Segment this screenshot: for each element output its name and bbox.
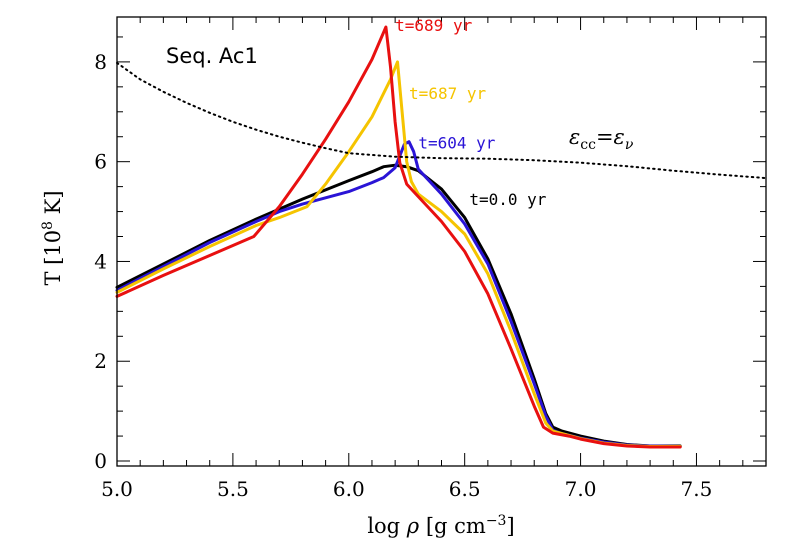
plot-frame: [116, 16, 767, 467]
y-tick-label: 4: [94, 249, 107, 273]
series-label: t=689 yr: [395, 16, 472, 35]
x-axis-label-symbol: ρ: [406, 514, 420, 538]
y-tick-label: 2: [94, 349, 107, 373]
epsilon-cc-sub: cc: [580, 137, 596, 153]
series-layer: [115, 25, 767, 449]
y-tick-label: 0: [94, 449, 107, 473]
series-line-epsilon-boundary: [116, 61, 767, 180]
x-tick-label: 6.0: [333, 477, 365, 501]
x-tick-label: 7.5: [681, 477, 713, 501]
x-axis-label-prefix: log: [367, 514, 406, 538]
chart-title: Seq. Ac1: [166, 44, 258, 68]
x-axis-label: log ρ [g cm−3]: [367, 513, 514, 538]
series-line: [115, 140, 682, 448]
y-axis-label-sup: 8: [40, 221, 56, 230]
series-line: [115, 163, 682, 448]
y-tick-label: 8: [94, 50, 107, 74]
x-tick-label: 5.5: [217, 477, 249, 501]
y-axis-label-suffix: K]: [41, 190, 65, 221]
series-line: [115, 60, 682, 448]
epsilon-nu-sub: ν: [625, 137, 634, 153]
series-label: t=0.0 yr: [469, 190, 546, 209]
epsilon-equality-label: εcc=εν: [569, 125, 634, 153]
equals-sign: =: [596, 125, 614, 149]
axis-ticks: 5.0 5.5 6.0 6.5 7.0 7.5 0 2 4 6 8: [94, 17, 767, 501]
series-line: [115, 25, 682, 449]
y-axis-label-prefix: T [10: [41, 230, 65, 286]
x-tick-label: 6.5: [449, 477, 481, 501]
epsilon-cc: ε: [569, 125, 580, 149]
x-axis-label-suffix: [g cm: [419, 514, 486, 538]
series-label: t=687 yr: [409, 84, 486, 103]
y-tick-label: 6: [94, 150, 107, 174]
series-label: t=604 yr: [418, 134, 495, 153]
x-axis-label-sup: −3: [486, 513, 507, 529]
epsilon-nu: ε: [614, 125, 625, 149]
y-axis-label: T [108 K]: [40, 190, 65, 285]
x-tick-label: 5.0: [101, 477, 133, 501]
x-tick-label: 7.0: [565, 477, 597, 501]
x-axis-label-close: ]: [506, 514, 514, 538]
labels-layer: t=689 yr t=687 yr t=604 yr t=0.0 yr: [395, 16, 547, 209]
